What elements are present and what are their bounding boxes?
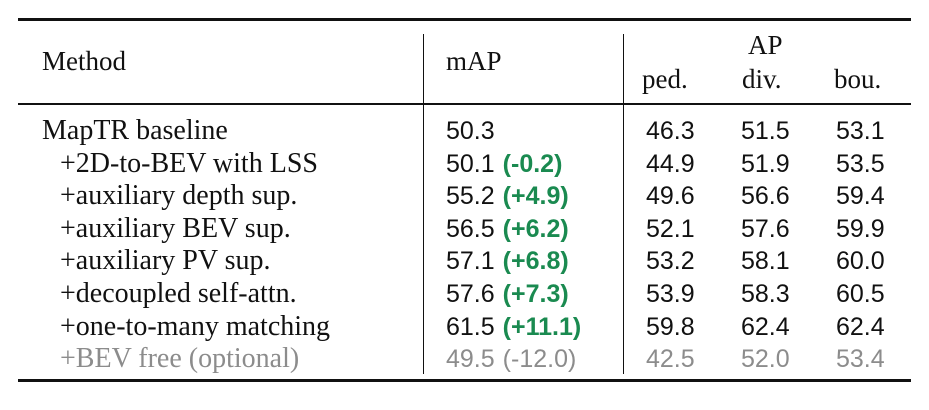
method-cell: +auxiliary depth sup. bbox=[60, 180, 298, 212]
top-rule bbox=[18, 18, 911, 21]
div-cell: 51.9 bbox=[741, 149, 790, 178]
method-cell: +auxiliary BEV sup. bbox=[60, 212, 291, 244]
map-cell: 61.5 (+11.1) bbox=[446, 310, 581, 344]
div-cell: 56.6 bbox=[741, 182, 790, 211]
method-cell: +auxiliary PV sup. bbox=[60, 245, 271, 277]
map-cell: 57.6 (+7.3) bbox=[446, 277, 569, 311]
div-cell: 52.0 bbox=[741, 345, 790, 374]
map-value: 50.1 bbox=[446, 149, 495, 178]
bou-cell: 62.4 bbox=[836, 312, 885, 341]
bou-cell: 59.4 bbox=[836, 182, 885, 211]
method-cell: +decoupled self-attn. bbox=[60, 278, 297, 309]
map-value: 57.6 bbox=[446, 280, 495, 308]
map-cell: 57.1 (+6.8) bbox=[446, 244, 569, 278]
div-cell: 58.3 bbox=[741, 280, 790, 308]
ped-cell: 53.9 bbox=[646, 280, 695, 308]
ped-cell: 42.5 bbox=[646, 345, 695, 374]
method-cell: +2D-to-BEV with LSS bbox=[60, 147, 318, 179]
map-cell: 50.3 bbox=[446, 114, 495, 148]
bou-cell: 53.4 bbox=[836, 345, 885, 374]
map-cell: 56.5 (+6.2) bbox=[446, 212, 569, 246]
map-value: 49.5 bbox=[446, 345, 495, 374]
map-cell: 50.1 (-0.2) bbox=[446, 147, 562, 181]
map-value: 61.5 bbox=[446, 312, 495, 341]
map-delta: (+7.3) bbox=[502, 280, 569, 308]
map-value: 57.1 bbox=[446, 247, 495, 276]
ped-cell: 59.8 bbox=[646, 312, 695, 341]
map-delta: (+4.9) bbox=[502, 182, 569, 211]
ped-cell: 53.2 bbox=[646, 247, 695, 276]
header-map: mAP bbox=[446, 46, 502, 76]
header-method: Method bbox=[42, 46, 126, 76]
div-cell: 57.6 bbox=[741, 214, 790, 243]
map-value: 50.3 bbox=[446, 117, 495, 145]
map-delta: (-12.0) bbox=[502, 345, 577, 374]
ped-cell: 52.1 bbox=[646, 214, 695, 243]
column-divider-map bbox=[623, 34, 625, 374]
ped-cell: 49.6 bbox=[646, 182, 695, 211]
map-value: 56.5 bbox=[446, 214, 495, 243]
div-cell: 51.5 bbox=[741, 117, 790, 145]
bottom-rule bbox=[18, 379, 911, 382]
bou-cell: 59.9 bbox=[836, 214, 885, 243]
header-ap-group: AP bbox=[748, 30, 783, 60]
bou-cell: 53.5 bbox=[836, 149, 885, 178]
map-delta: (+6.2) bbox=[502, 214, 569, 243]
method-cell: +one-to-many matching bbox=[60, 310, 331, 342]
header-rule bbox=[18, 103, 911, 105]
column-divider-method bbox=[423, 34, 425, 374]
bou-cell: 60.0 bbox=[836, 247, 885, 276]
ped-cell: 44.9 bbox=[646, 149, 695, 178]
bou-cell: 53.1 bbox=[836, 117, 885, 145]
map-cell: 49.5 (-12.0) bbox=[446, 342, 576, 376]
map-cell: 55.2 (+4.9) bbox=[446, 179, 569, 213]
map-delta: (+11.1) bbox=[502, 312, 582, 341]
method-cell: MapTR baseline bbox=[42, 115, 228, 146]
div-cell: 58.1 bbox=[741, 247, 790, 276]
map-delta: (+6.8) bbox=[502, 247, 569, 276]
header-div: div. bbox=[742, 64, 782, 94]
div-cell: 62.4 bbox=[741, 312, 790, 341]
method-cell: +BEV free (optional) bbox=[60, 343, 300, 375]
map-value: 55.2 bbox=[446, 182, 495, 211]
header-ped: ped. bbox=[642, 64, 688, 94]
header-bou: bou. bbox=[834, 64, 882, 94]
map-delta: (-0.2) bbox=[502, 149, 563, 178]
bou-cell: 60.5 bbox=[836, 280, 885, 308]
ped-cell: 46.3 bbox=[646, 117, 695, 145]
